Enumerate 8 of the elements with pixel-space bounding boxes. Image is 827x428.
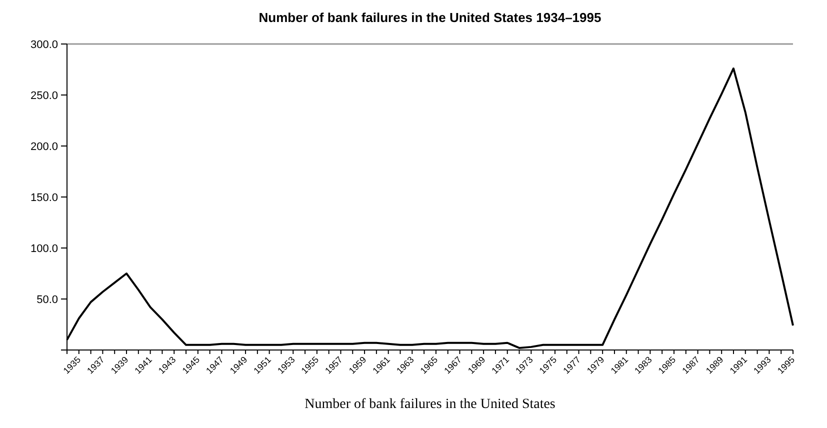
y-tick-label: 50.0 [36, 294, 58, 306]
chart-title: Number of bank failures in the United States 1934–1995 [258, 10, 602, 25]
y-tick-label: 300.0 [30, 38, 58, 51]
y-tick-label: 100.0 [30, 242, 58, 255]
y-tick-label: 200.0 [30, 140, 58, 153]
y-tick-label: 250.0 [30, 90, 58, 102]
y-tick-label: 150.0 [30, 192, 58, 204]
text: Number of bank failures in the United States [304, 397, 556, 412]
